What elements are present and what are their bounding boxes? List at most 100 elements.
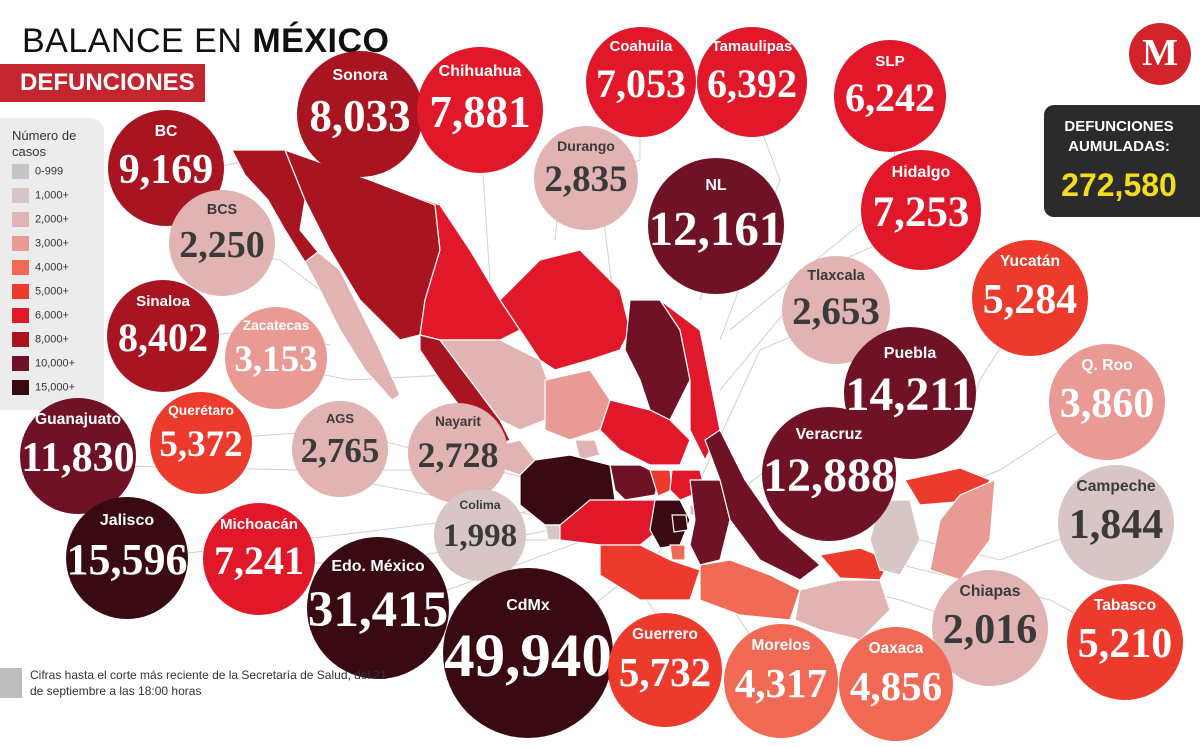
state-bubble-edo-m-xico: Edo. México 31,415 <box>307 537 449 679</box>
state-name: Hidalgo <box>891 164 951 182</box>
state-bubble-tabasco: Tabasco 5,210 <box>1067 584 1183 700</box>
total-label: DEFUNCIONES AUMULADAS: <box>1064 118 1174 155</box>
state-value: 5,732 <box>618 648 712 695</box>
region-veracruz <box>704 429 821 581</box>
source-note: Cifras hasta el corte más reciente de la… <box>30 668 387 698</box>
state-name: Chihuahua <box>438 63 522 81</box>
state-bubble-nayarit: Nayarit 2,728 <box>408 403 508 503</box>
region-morelos <box>669 544 686 561</box>
state-value: 5,210 <box>1077 621 1173 668</box>
state-bubble-ags: AGS 2,765 <box>292 401 388 497</box>
legend-swatch <box>12 164 29 179</box>
legend-item: 1,000+ <box>12 188 69 206</box>
state-bubble-morelos: Morelos 4,317 <box>724 624 838 738</box>
state-value: 3,153 <box>234 339 318 381</box>
state-value: 2,728 <box>417 434 499 475</box>
state-bubble-cdmx: CdMx 49,940 <box>443 568 613 738</box>
region-ags <box>574 439 601 461</box>
total-value: 272,580 <box>1061 167 1177 203</box>
state-bubble-durango: Durango 2,835 <box>534 126 638 230</box>
state-bubble-michoac-n: Michoacán 7,241 <box>203 503 315 615</box>
state-value: 11,830 <box>21 435 135 482</box>
state-name: Oaxaca <box>868 640 924 658</box>
state-name: Campeche <box>1076 478 1156 496</box>
state-bubble-jalisco: Jalisco 15,596 <box>66 497 188 619</box>
state-name: BCS <box>206 201 238 218</box>
legend-label: 4,000+ <box>35 261 69 274</box>
state-bubble-chihuahua: Chihuahua 7,881 <box>417 47 543 173</box>
legend-title: Número de casos <box>12 128 77 159</box>
legend-item: 6,000+ <box>12 308 69 326</box>
state-value: 2,765 <box>300 431 380 471</box>
state-bubble-puebla: Puebla 14,211 <box>844 327 976 459</box>
state-value: 2,653 <box>792 290 880 334</box>
region-cdmx <box>671 514 689 533</box>
state-bubble-tlaxcala: Tlaxcala 2,653 <box>782 256 890 364</box>
state-value: 31,415 <box>307 582 449 639</box>
legend-item: 4,000+ <box>12 260 69 278</box>
state-value: 6,392 <box>707 61 797 106</box>
state-name: Colima <box>459 498 501 513</box>
state-bubble-bcs: BCS 2,250 <box>169 190 275 296</box>
state-name: Chiapas <box>959 583 1021 601</box>
state-value: 2,250 <box>179 223 265 266</box>
legend-label: 8,000+ <box>35 333 69 346</box>
state-value: 8,033 <box>309 90 411 141</box>
legend-swatch <box>12 260 29 275</box>
legend-item: 15,000+ <box>12 380 75 398</box>
legend-label: 15,000+ <box>35 381 76 394</box>
total-box: DEFUNCIONES AUMULADAS: 272,580 <box>1044 105 1200 217</box>
state-bubble-yucat-n: Yucatán 5,284 <box>972 240 1088 356</box>
legend-label: 5,000+ <box>35 285 69 298</box>
legend-item: 5,000+ <box>12 284 69 302</box>
state-name: Querétaro <box>168 402 234 418</box>
state-name: Jalisco <box>99 511 155 529</box>
legend-item: 10,000+ <box>12 356 75 374</box>
state-value: 1,844 <box>1068 502 1164 549</box>
state-bubble-sonora: Sonora 8,033 <box>297 51 423 177</box>
logo-letter: M <box>1142 32 1178 74</box>
legend-swatch <box>12 308 29 323</box>
state-value: 8,402 <box>118 315 208 360</box>
state-bubble-colima: Colima 1,998 <box>434 489 526 581</box>
legend-label: 10,000+ <box>35 357 76 370</box>
legend-swatch <box>12 188 29 203</box>
state-value: 7,053 <box>596 61 686 106</box>
state-value: 4,856 <box>849 662 943 709</box>
legend-label: 3,000+ <box>35 237 69 250</box>
state-bubble-tamaulipas: Tamaulipas 6,392 <box>697 27 807 137</box>
state-name: Yucatán <box>999 253 1061 271</box>
legend-swatch <box>12 284 29 299</box>
state-value: 7,253 <box>872 188 970 236</box>
state-bubble-guanajuato: Guanajuato 11,830 <box>20 398 136 514</box>
state-value: 15,596 <box>66 535 188 585</box>
legend-label: 6,000+ <box>35 309 69 322</box>
state-value: 3,860 <box>1059 381 1155 428</box>
state-value: 5,284 <box>982 277 1078 324</box>
region-coahuila <box>499 249 631 371</box>
legend: Número de casos 0-999 1,000+ 2,000+ 3,000+ 4… <box>0 118 104 410</box>
state-name: Durango <box>557 137 615 154</box>
state-value: 14,211 <box>845 368 975 422</box>
legend-item: 8,000+ <box>12 332 69 350</box>
state-name: Morelos <box>751 637 811 655</box>
region-colima <box>544 524 561 541</box>
state-value: 6,242 <box>845 75 935 120</box>
state-bubble-chiapas: Chiapas 2,016 <box>932 570 1048 686</box>
state-name: Sinaloa <box>136 292 190 310</box>
state-bubble-q-roo: Q. Roo 3,860 <box>1049 344 1165 460</box>
state-value: 12,888 <box>763 449 895 503</box>
legend-swatch <box>12 356 29 371</box>
region-guanajuato <box>609 464 661 501</box>
legend-item: 2,000+ <box>12 212 69 230</box>
state-value: 9,169 <box>118 147 214 194</box>
state-name: BC <box>154 123 178 141</box>
state-name: Tlaxcala <box>807 267 865 284</box>
state-name: Nayarit <box>435 413 481 429</box>
state-bubble-nl: NL 12,161 <box>648 158 784 294</box>
legend-swatch <box>12 212 29 227</box>
legend-swatch <box>12 380 29 395</box>
subtitle-banner: DEFUNCIONES <box>0 64 205 102</box>
region-guerrero <box>599 544 701 601</box>
state-name: Q. Roo <box>1081 357 1133 375</box>
